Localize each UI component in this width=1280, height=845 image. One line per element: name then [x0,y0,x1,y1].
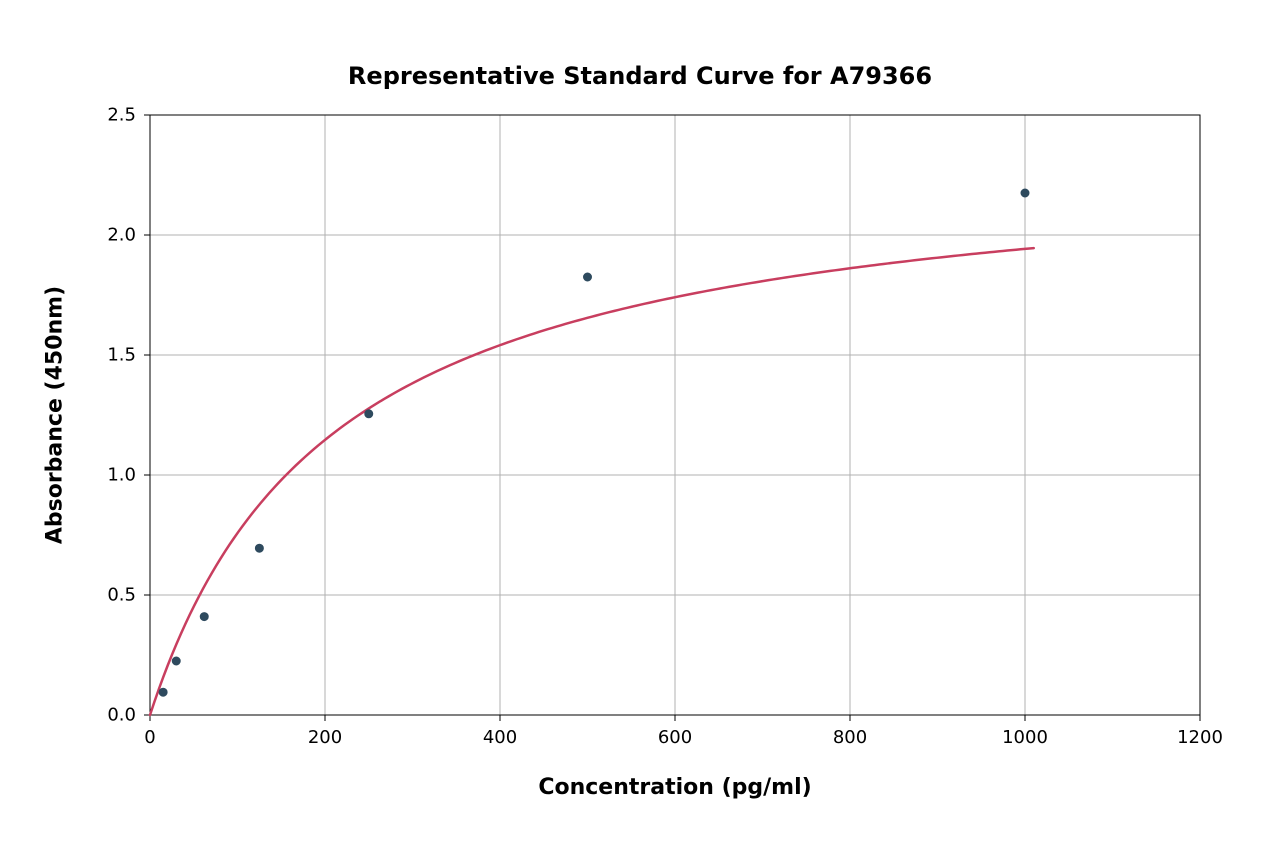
y-tick-label: 1.0 [107,465,136,486]
x-tick-label: 0 [144,727,155,748]
y-tick-label: 0.5 [107,585,136,606]
y-tick-label: 1.5 [107,345,136,366]
x-tick-label: 200 [308,727,342,748]
y-tick-label: 2.5 [107,105,136,126]
x-tick-label: 600 [658,727,692,748]
x-tick-label: 1200 [1177,727,1223,748]
x-tick-label: 1000 [1002,727,1048,748]
y-tick-label: 2.0 [107,225,136,246]
chart-container: Representative Standard Curve for A79366… [0,0,1280,845]
x-tick-label: 800 [833,727,867,748]
plot-svg [0,0,1280,845]
y-tick-label: 0.0 [107,705,136,726]
x-tick-label: 400 [483,727,517,748]
